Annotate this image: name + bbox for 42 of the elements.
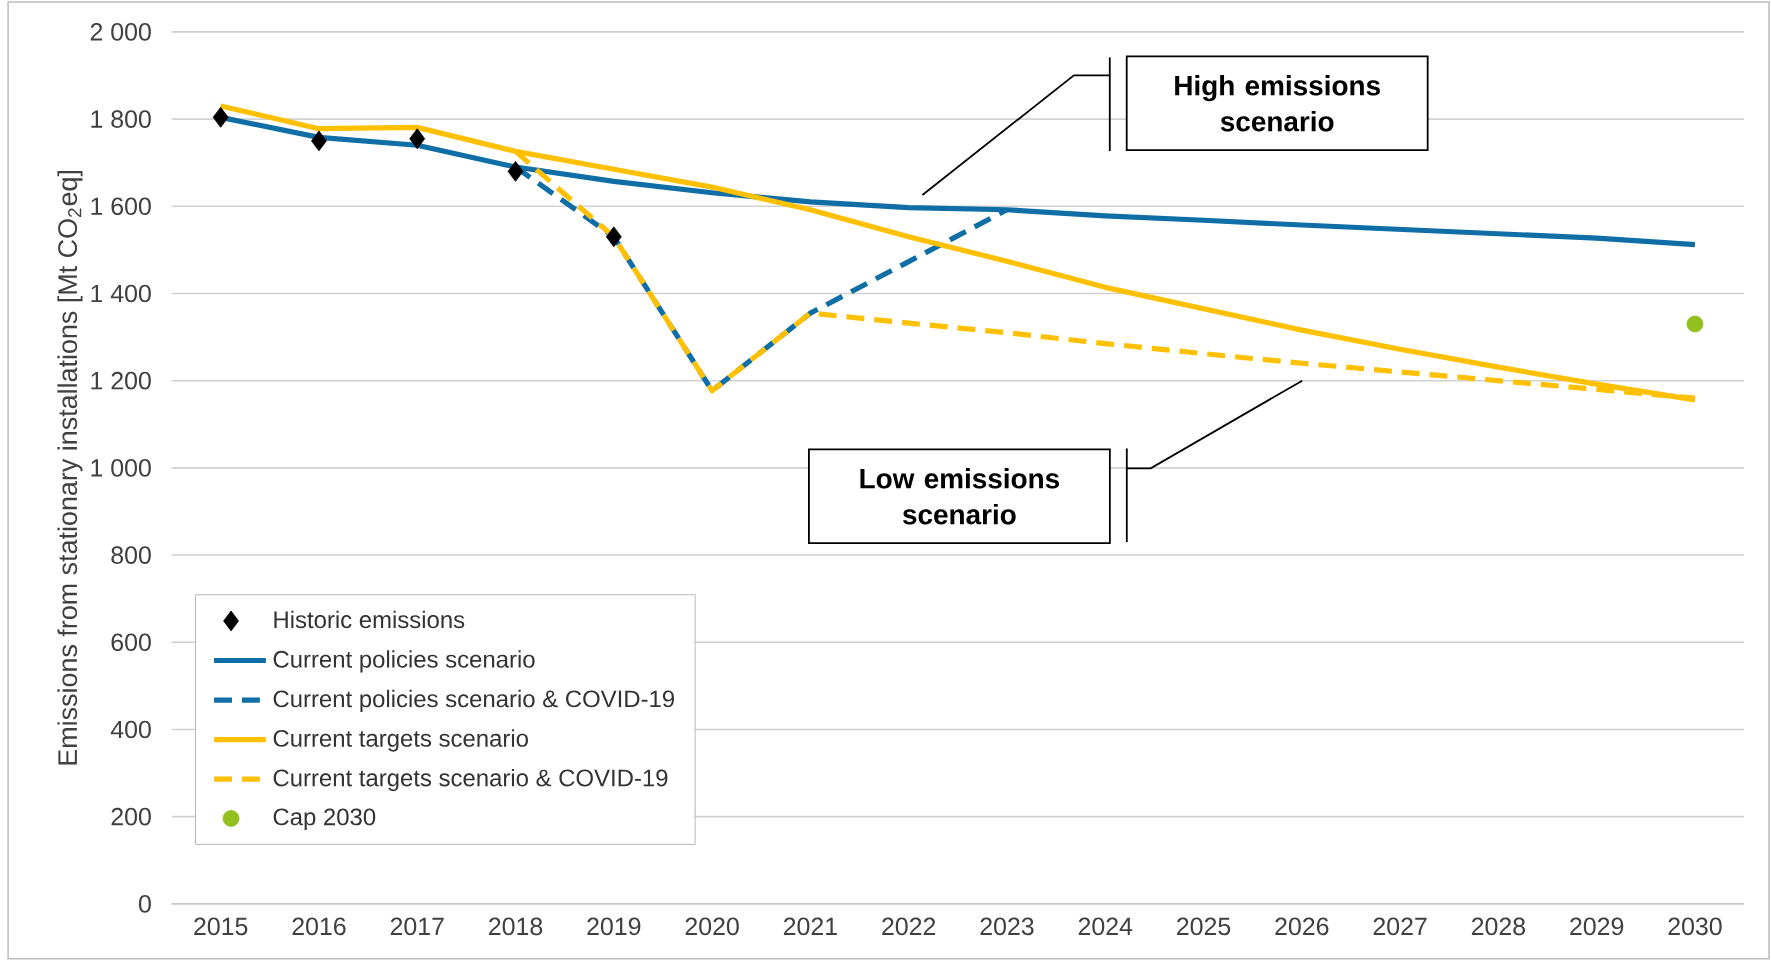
x-tick-label: 2019 bbox=[587, 917, 641, 936]
point bbox=[409, 128, 426, 150]
y-tick-label: 200 bbox=[111, 808, 151, 826]
legend-label: Current policies scenario bbox=[273, 650, 535, 673]
x-tick-label: 2025 bbox=[1177, 917, 1231, 936]
x-tick-label: 2020 bbox=[685, 917, 739, 936]
y-tick-label: 1 600 bbox=[91, 197, 151, 216]
x-tick-label: 2029 bbox=[1570, 917, 1624, 936]
x-tick-label: 2027 bbox=[1373, 917, 1427, 936]
legend-label: Cap 2030 bbox=[273, 808, 376, 831]
legend-label: Current policies scenario & COVID-19 bbox=[273, 689, 674, 713]
x-tick-label: 2017 bbox=[390, 917, 444, 936]
point bbox=[311, 130, 327, 152]
x-tick-label: 2021 bbox=[783, 917, 837, 936]
x-tick-label: 2026 bbox=[1275, 917, 1329, 936]
x-tick-label: 2015 bbox=[194, 917, 248, 936]
y-tick-label: 1 800 bbox=[91, 110, 151, 129]
x-tick-label: 2023 bbox=[980, 917, 1034, 936]
x-tick-label: 2024 bbox=[1078, 917, 1133, 936]
point bbox=[507, 161, 524, 182]
y-tick-label: 0 bbox=[138, 895, 151, 913]
y-tick-label: 400 bbox=[110, 720, 151, 739]
y-axis-title: Emissions from stationary installations [Mt CO$_{2}$eq] bbox=[57, 171, 83, 765]
x-tick-label: 2018 bbox=[489, 917, 543, 936]
y-tick-label: 800 bbox=[111, 546, 151, 565]
y-tick-label: 1 400 bbox=[91, 284, 151, 303]
x-tick-label: 2028 bbox=[1471, 917, 1526, 936]
annotation: High emissions scenario bbox=[1175, 75, 1380, 132]
y-tick-label: 2 000 bbox=[90, 23, 151, 41]
legend-label: Current targets scenario bbox=[273, 729, 528, 752]
annotation: Low emissions scenario bbox=[860, 468, 1060, 525]
point bbox=[212, 107, 229, 128]
x-tick-label: 2016 bbox=[292, 917, 346, 936]
legend-label: Current targets scenario & COVID-19 bbox=[273, 769, 668, 792]
legend-label: Historic emissions bbox=[274, 610, 465, 629]
point bbox=[605, 226, 622, 248]
y-tick-label: 1 000 bbox=[91, 459, 151, 477]
x-tick-label: 2030 bbox=[1668, 917, 1722, 936]
y-tick-label: 1 200 bbox=[91, 372, 151, 390]
x-tick-label: 2022 bbox=[882, 917, 936, 936]
y-tick-label: 600 bbox=[111, 633, 151, 652]
point bbox=[1686, 315, 1704, 333]
